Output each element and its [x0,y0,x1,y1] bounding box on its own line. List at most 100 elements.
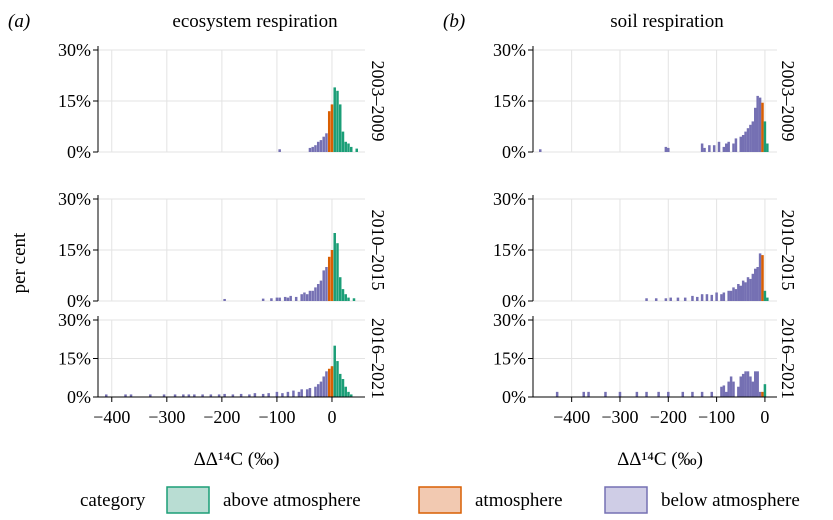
bar-below [209,394,213,397]
bar-below [275,297,279,301]
bar-above [349,146,353,152]
bar-below [316,284,320,301]
bar-below [739,376,743,397]
x-tick-label: −100 [698,407,735,427]
bar-below [325,133,328,152]
bar-below [741,135,745,152]
bar-below [749,376,752,397]
bar-above [763,121,767,152]
y-tick-label: 0% [502,142,526,162]
legend-title: category [80,490,146,511]
bar-below [300,294,303,301]
bar-below [248,394,251,397]
facet-1: 0% 15% 30% 2003–2009 [493,40,798,162]
bar-below [756,95,759,152]
bar-below [278,297,281,301]
bar-below [722,385,726,397]
y-tick-label: 15% [58,240,91,260]
bar-atmosphere [330,366,334,397]
bar-below [744,131,747,152]
bar-above [766,143,769,152]
legend-label-above: above atmosphere [223,490,361,511]
bar-below [720,294,723,301]
bar-below [734,289,738,301]
bar-below [270,298,273,301]
bar-below [725,143,728,152]
bar-above [333,345,336,397]
y-tick-label: 30% [58,189,91,209]
bar-atmosphere [761,255,764,301]
legend: category above atmosphere atmosphere bel… [80,486,800,514]
bar-below [239,393,243,397]
bar-below [182,394,185,397]
facet-strip-label: 2010–2015 [368,210,388,291]
bar-below [294,296,298,301]
panel-b: (b) soil respiration 0% 15% 30% 2003–2009 0% 15… [443,11,798,470]
bar-below [173,394,177,397]
bar-below [691,391,694,397]
bar-below [754,371,757,397]
bar-below [664,298,668,301]
bar-above [338,277,342,301]
bar-below [737,386,740,397]
y-tick-label: 30% [493,40,526,60]
y-tick-label: 15% [493,349,526,369]
bar-below [314,386,317,397]
bar-below [720,386,723,397]
bar-below [555,391,559,397]
bar-below [722,146,726,152]
y-tick-label: 0% [502,387,526,407]
facet-2: 0% 15% 30% 2010–2015 [493,189,798,311]
bar-below [261,298,265,301]
x-tick-label: −300 [601,407,638,427]
bar-below [744,282,747,301]
bar-below [311,290,314,301]
bar-below [737,284,740,301]
bar-below [308,147,312,152]
bar-below [319,381,323,397]
bar-below [311,146,314,152]
bar-below [732,143,735,152]
bar-below [322,270,325,301]
x-axis-label: ΔΔ¹⁴C (‰) [617,449,703,470]
bar-below [187,394,191,397]
bar-above [338,373,342,397]
bar-below [319,280,323,301]
y-tick-label: 30% [493,189,526,209]
bar-below [691,295,694,301]
panel-title: soil respiration [610,11,724,32]
bar-below [223,298,226,301]
bar-above [336,243,339,301]
bar-below [308,290,312,301]
bar-below [741,280,745,301]
bar-above [333,233,336,301]
bar-atmosphere [761,391,764,397]
bar-below [319,140,323,152]
bar-below [727,381,730,397]
bar-atmosphere [761,102,764,152]
bar-below [754,268,757,301]
facet-3: 0% 15% 30% 2016–2021 −400 −300 −200 −100 0 ΔΔ¹⁴C … [58,310,388,470]
x-tick-label: −200 [650,407,687,427]
bar-above [766,297,769,301]
bar-below [645,298,648,301]
bar-below [758,97,762,152]
y-tick-label: 0% [502,291,526,311]
bar-below [654,298,658,301]
bar-below [667,147,670,152]
panel-tag: (a) [8,11,30,32]
bar-below [729,376,733,397]
facet-strip-label: 2016–2021 [778,318,798,399]
bar-below [325,267,328,301]
bar-below [669,297,672,301]
bar-below [223,393,226,397]
bar-below [657,391,660,397]
bar-below [664,146,668,152]
bar-below [741,373,745,397]
bar-below [261,393,265,397]
bar-below [267,393,270,397]
bar-below [700,143,704,152]
bar-below [286,391,290,397]
y-tick-label: 0% [67,291,91,311]
bar-below [308,388,312,397]
